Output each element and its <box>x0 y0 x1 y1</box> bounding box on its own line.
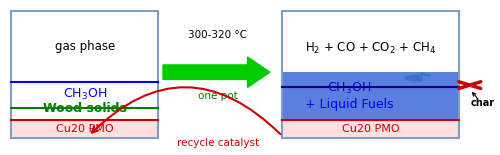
Bar <box>12 120 158 138</box>
Text: recycle catalyst: recycle catalyst <box>176 137 258 148</box>
Text: CH$_3$OH: CH$_3$OH <box>62 87 107 102</box>
Text: 300-320 °C: 300-320 °C <box>188 30 247 40</box>
Bar <box>12 82 158 108</box>
Text: CH$_3$OH
+ Liquid Fuels: CH$_3$OH + Liquid Fuels <box>305 81 394 111</box>
Text: H$_2$ + CO + CO$_2$ + CH$_4$: H$_2$ + CO + CO$_2$ + CH$_4$ <box>305 41 436 56</box>
Bar <box>282 11 459 87</box>
Text: char: char <box>470 98 495 108</box>
FancyArrow shape <box>163 57 270 87</box>
Bar <box>12 11 158 82</box>
Bar <box>282 11 459 138</box>
Text: gas phase: gas phase <box>54 40 115 53</box>
Polygon shape <box>406 72 431 81</box>
Bar <box>282 120 459 138</box>
Bar <box>282 72 459 120</box>
Text: one pot: one pot <box>198 91 237 101</box>
Text: Wood solids: Wood solids <box>42 102 126 115</box>
Text: Cu20 PMO: Cu20 PMO <box>56 124 114 134</box>
Bar <box>12 11 158 138</box>
Text: Cu20 PMO: Cu20 PMO <box>342 124 400 134</box>
Bar <box>12 96 158 120</box>
